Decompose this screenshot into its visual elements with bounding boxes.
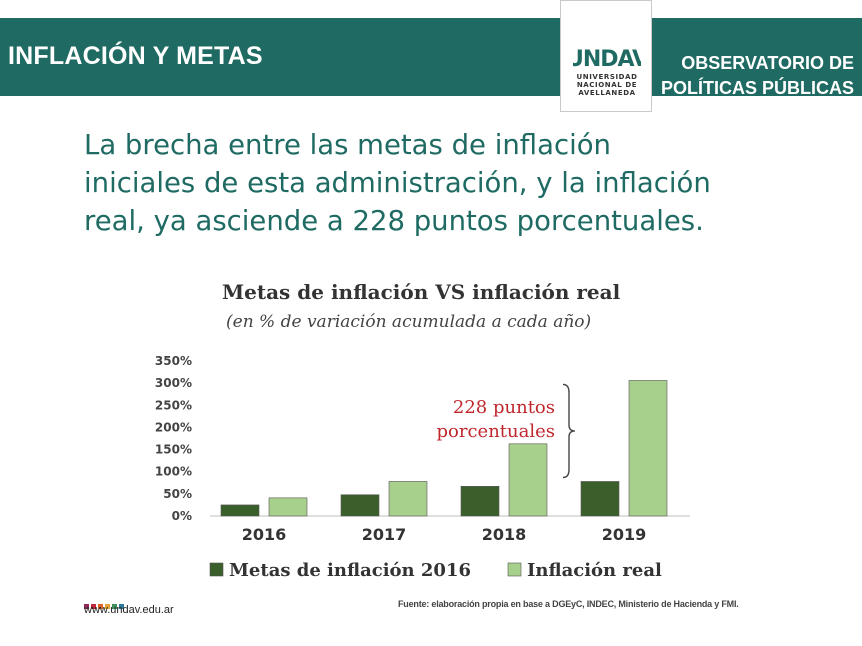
undav-logo-icon: UNDAV <box>573 47 641 69</box>
undav-logo: UNDAV UNIVERSIDAD NACIONAL DE AVELLANEDA <box>560 0 652 112</box>
y-tick-label: 100% <box>155 465 192 479</box>
legend-label-2: Inflación real <box>527 560 662 581</box>
y-tick-label: 0% <box>172 509 192 523</box>
headline: La brecha entre las metas de inflación i… <box>84 126 804 240</box>
observatorio-line-2: POLÍTICAS PÚBLICAS <box>660 78 854 98</box>
logo-mark-text: UNDAV <box>573 47 641 69</box>
bar-chart: 0% 50% 100% 150% 200% 250% 300% 350% 2016 2017 201… <box>155 354 690 581</box>
legend-swatch-2 <box>507 562 522 577</box>
footer-color-squares <box>84 596 126 614</box>
bar-2018-series-1 <box>460 486 500 517</box>
observatorio-label: OBSERVATORIO DE POLÍTICAS PÚBLICAS <box>661 51 854 101</box>
chart-title: Metas de inflación VS inflación real <box>222 280 621 304</box>
bar-2017-series-1 <box>340 494 380 517</box>
legend-label-1: Metas de inflación 2016 <box>229 560 471 581</box>
x-tick-label: 2019 <box>602 525 647 544</box>
bar-2019-series-1 <box>580 481 620 517</box>
y-tick-label: 200% <box>155 420 192 434</box>
y-tick-label: 250% <box>155 398 192 412</box>
bar-2016-series-1 <box>220 504 260 517</box>
footer-url: www.undav.edu.ar <box>84 604 174 616</box>
bar-2016-series-2 <box>268 497 308 517</box>
logo-caption: UNIVERSIDAD NACIONAL DE AVELLANEDA <box>565 73 649 97</box>
page-title: INFLACIÓN Y METAS <box>8 42 263 70</box>
logo-line-1: UNIVERSIDAD <box>576 73 638 81</box>
legend-swatch-1 <box>209 562 224 577</box>
y-tick-label: 150% <box>155 443 192 457</box>
observatorio-line-1: OBSERVATORIO DE <box>681 53 854 73</box>
x-tick-label: 2016 <box>242 525 287 544</box>
headline-line-2: iniciales de esta administración, y la i… <box>84 167 711 199</box>
x-tick-label: 2017 <box>362 525 407 544</box>
bar-2017-series-2 <box>388 481 428 517</box>
headline-line-1: La brecha entre las metas de inflación <box>84 129 611 161</box>
chart-subtitle: (en % de variación acumulada a cada año) <box>226 312 592 332</box>
footer-source: Fuente: elaboración propia en base a DGE… <box>398 599 739 609</box>
y-tick-label: 50% <box>163 487 192 501</box>
y-tick-label: 350% <box>155 354 192 368</box>
header-bar: INFLACIÓN Y METAS OBSERVATORIO DE POLÍTI… <box>0 18 862 98</box>
annotation-line-1: 228 puntos <box>453 397 555 418</box>
headline-line-3: real, ya asciende a 228 puntos porcentua… <box>84 205 704 237</box>
y-tick-label: 300% <box>155 376 192 390</box>
x-tick-label: 2018 <box>482 525 527 544</box>
logo-line-2: NACIONAL DE <box>576 81 638 89</box>
bar-2018-series-2 <box>508 443 548 517</box>
logo-line-3: AVELLANEDA <box>578 89 636 97</box>
bar-2019-series-2 <box>628 380 668 517</box>
annotation-bracket <box>562 383 576 479</box>
annotation-line-2: porcentuales <box>437 421 556 442</box>
